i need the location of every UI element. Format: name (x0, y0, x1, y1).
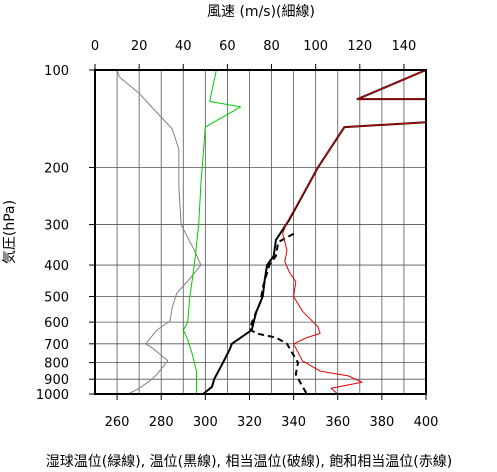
temp-tick-label: 260 (105, 415, 130, 430)
pressure-tick-label: 400 (44, 259, 69, 274)
wet-bulb-potential-temperature-line (182, 69, 242, 394)
wind-tick-label: 60 (219, 39, 236, 54)
grid-lines (95, 69, 426, 395)
pressure-tick-label: 200 (44, 162, 69, 177)
wind-tick-label: 80 (263, 39, 280, 54)
wind-tick-label: 0 (91, 39, 99, 54)
temp-tick-label: 340 (281, 415, 306, 430)
potential-temperature-line (202, 69, 427, 395)
temp-tick-label: 320 (237, 415, 262, 430)
pressure-tick-label: 800 (44, 357, 69, 372)
temp-tick-label: 400 (414, 415, 439, 430)
plot-frame (94, 69, 427, 395)
wind-tick-label: 40 (175, 39, 192, 54)
pressure-tick-label: 900 (44, 373, 69, 388)
pressure-tick-label: 700 (44, 338, 69, 353)
saturated-equivalent-potential-temperature-line (282, 69, 427, 395)
temp-tick-label: 300 (193, 415, 218, 430)
equivalent-potential-temperature-line (248, 232, 308, 395)
pressure-tick-label: 600 (44, 316, 69, 331)
axis-ticks: 260 280 300 320 340 360 380 400 0 20 40 60 80 100 120 1… (36, 39, 439, 430)
wind-tick-label: 20 (131, 39, 148, 54)
pressure-tick-label: 100 (44, 64, 69, 79)
temperature-axis-label: 湿球温位(緑線), 温位(黒線), 相当温位(破線), 飽和相当温位(赤線) (46, 453, 452, 470)
temp-tick-label: 280 (149, 415, 174, 430)
wind-speed-line (116, 69, 202, 395)
pressure-tick-label: 1000 (36, 388, 69, 403)
plot-area (116, 69, 427, 395)
pressure-tick-label: 300 (44, 219, 69, 234)
pressure-tick-label: 500 (44, 290, 69, 305)
wind-tick-label: 120 (347, 39, 372, 54)
wind-tick-label: 100 (303, 39, 328, 54)
temp-tick-label: 380 (369, 415, 394, 430)
wind-tick-label: 140 (392, 39, 417, 54)
pressure-axis-label: 気圧(hPa) (2, 200, 18, 264)
wind-axis-label: 風速 (m/s)(細線) (207, 4, 315, 20)
temp-tick-label: 360 (325, 415, 350, 430)
